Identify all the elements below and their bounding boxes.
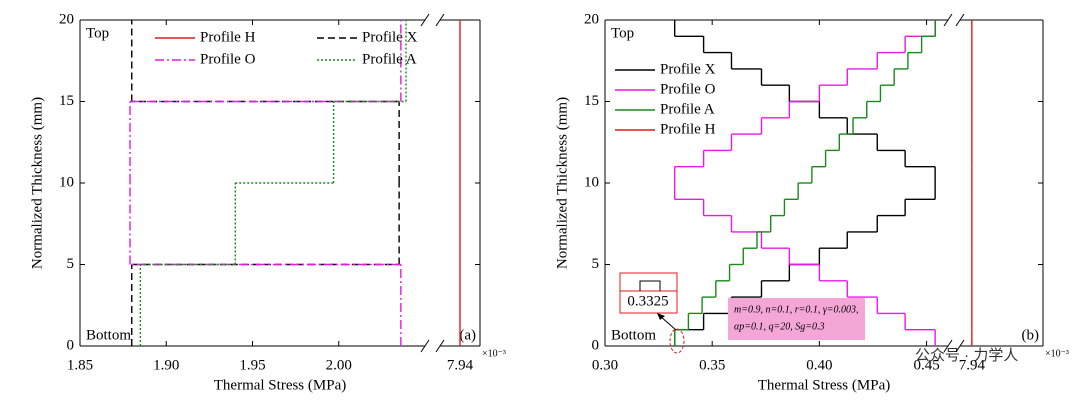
- y-tick-label: 0: [592, 337, 600, 353]
- x-tick-label: 1.90: [153, 357, 179, 373]
- axis-break: [420, 13, 430, 27]
- y-tick-label: 0: [67, 337, 75, 353]
- panel-label: (b): [1022, 327, 1040, 343]
- y-tick-label: 5: [592, 256, 600, 272]
- axis-break: [943, 13, 953, 27]
- x-tick-label: 0.30: [592, 357, 618, 373]
- zoom-mark: [669, 328, 685, 354]
- y-tick-label: 10: [584, 174, 599, 190]
- x-tick-label: 0.35: [699, 357, 725, 373]
- x-tick-label: 0.45: [913, 357, 939, 373]
- y-tick-label: 20: [59, 11, 74, 27]
- x-tick-label: 7.94: [447, 357, 474, 373]
- x-exponent: ×10⁻³: [482, 348, 506, 359]
- legend-label: Profile X: [362, 29, 418, 45]
- axis-break: [943, 339, 953, 353]
- inset-box: [619, 272, 678, 314]
- panel-label: (a): [459, 327, 476, 343]
- axis-break: [955, 339, 965, 353]
- x-axis-title: Thermal Stress (MPa): [214, 377, 346, 393]
- bottom-label: Bottom: [611, 327, 656, 343]
- arrow-head: [657, 313, 665, 320]
- x-axis-title: Thermal Stress (MPa): [758, 377, 890, 393]
- legend-label: Profile A: [660, 101, 715, 117]
- axis-break: [435, 339, 445, 353]
- watermark: 公众号 · 力学人: [915, 347, 1018, 364]
- param-box: [728, 298, 865, 340]
- legend-label: Profile X: [660, 61, 716, 77]
- top-label: Top: [86, 25, 109, 41]
- y-axis-title: Normalized Thickness (mm): [29, 97, 45, 269]
- y-tick-label: 5: [67, 256, 75, 272]
- legend-label: Profile H: [660, 121, 716, 137]
- x-tick-label: 0.40: [806, 357, 832, 373]
- legend-label: Profile A: [362, 51, 417, 67]
- bottom-label: Bottom: [86, 327, 131, 343]
- inset-label: 0.3325: [627, 293, 668, 309]
- x-exponent: ×10⁻³: [1045, 348, 1069, 359]
- axis-break: [435, 13, 445, 27]
- x-tick-label: 1.85: [67, 357, 93, 373]
- inset-step: [639, 280, 661, 291]
- top-label: Top: [611, 25, 634, 41]
- legend-label: Profile O: [660, 81, 716, 97]
- y-tick-label: 15: [584, 93, 599, 109]
- x-tick-label: 1.95: [239, 357, 265, 373]
- y-axis-title: Normalized Thickness (mm): [554, 97, 570, 269]
- y-tick-label: 15: [59, 93, 74, 109]
- axis-break: [955, 13, 965, 27]
- y-tick-label: 10: [59, 174, 74, 190]
- param-text: m=0.9, n=0.1, r=0.1, γ=0.003,: [734, 304, 859, 315]
- zoom-arrow: [659, 315, 677, 331]
- param-text: αp=0.1, q=20, Sg=0.3: [734, 321, 825, 332]
- x-tick-label: 2.00: [326, 357, 352, 373]
- legend-label: Profile H: [200, 29, 256, 45]
- legend-label: Profile O: [200, 51, 256, 67]
- axis-break: [420, 339, 430, 353]
- x-tick-label: 7.94: [959, 357, 986, 373]
- y-tick-label: 20: [584, 11, 599, 27]
